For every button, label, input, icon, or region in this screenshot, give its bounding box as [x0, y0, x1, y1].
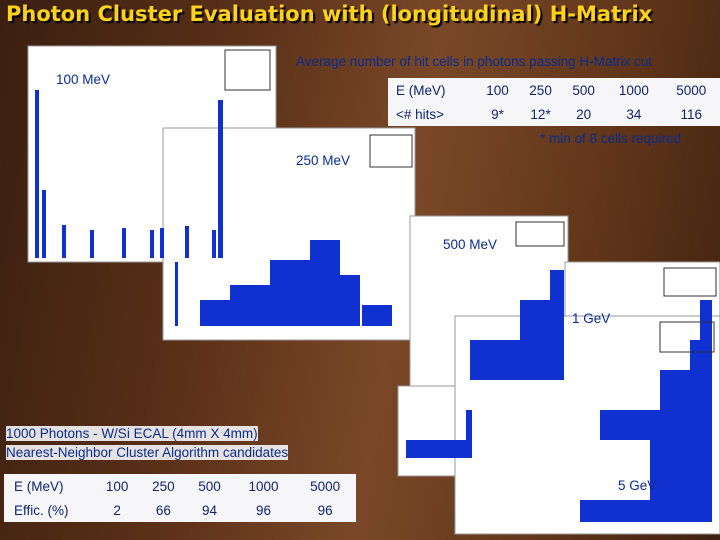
table-cell: 500 [572, 82, 595, 98]
histogram-bars [35, 90, 712, 522]
table-cell: <# hits> [396, 106, 445, 122]
stat-boxes [224, 49, 717, 353]
table-cell: 9* [491, 106, 504, 122]
slide-title: Photon Cluster Evaluation with (longitud… [6, 2, 653, 26]
table-cell: 66 [155, 502, 171, 518]
table-note: * min of 8 cells required [540, 131, 682, 146]
table-cell: 250 [152, 478, 175, 494]
table-cell: E (MeV) [396, 82, 446, 98]
panel-label: 5 GeV [618, 478, 657, 493]
table-cell: 5000 [676, 82, 707, 98]
table-row: E (MeV) 100 250 500 1000 5000 [4, 474, 356, 498]
table-cell: 100 [486, 82, 509, 98]
panel-label: 100 MeV [56, 72, 111, 87]
table-cell: 96 [255, 502, 271, 518]
table-cell: 100 [105, 478, 129, 494]
table-cell: 5000 [310, 478, 341, 494]
table-cell: 94 [202, 502, 218, 518]
table-cell: 116 [680, 106, 703, 122]
note: Nearest-Neighbor Cluster Algorithm candi… [6, 445, 289, 460]
efficiency-table: E (MeV) 100 250 500 1000 5000 Effic. (%) 2 66 94… [4, 474, 356, 522]
table-row: Effic. (%) 2 66 94 96 96 [4, 498, 356, 522]
table-cell: Effic. (%) [14, 502, 69, 518]
table-cell: E (MeV) [14, 478, 64, 494]
table-cell: 20 [576, 106, 592, 122]
table-row: E (MeV) 100 250 500 1000 5000 [388, 78, 720, 102]
panel-label: 1 GeV [572, 311, 611, 326]
table-cell: 250 [529, 82, 552, 98]
table-cell: 2 [113, 502, 121, 518]
table-cell: 500 [198, 478, 221, 494]
table-cell: 1000 [618, 82, 649, 98]
table-row: <# hits> 9* 12* 20 34 116 [388, 102, 720, 126]
note: 1000 Photons - W/Si ECAL (4mm X 4mm) [6, 426, 258, 441]
hits-table: E (MeV) 100 250 500 1000 5000 <# hits> 9* 12* 20… [388, 78, 720, 126]
table-cell: 1000 [248, 478, 279, 494]
table-cell: 12* [530, 106, 551, 122]
panel-label: 500 MeV [443, 237, 498, 252]
subtitle: Average number of hit cells in photons p… [296, 54, 653, 69]
table-cell: 96 [317, 502, 333, 518]
panel-label: 250 MeV [296, 153, 351, 168]
table-cell: 34 [626, 106, 642, 122]
